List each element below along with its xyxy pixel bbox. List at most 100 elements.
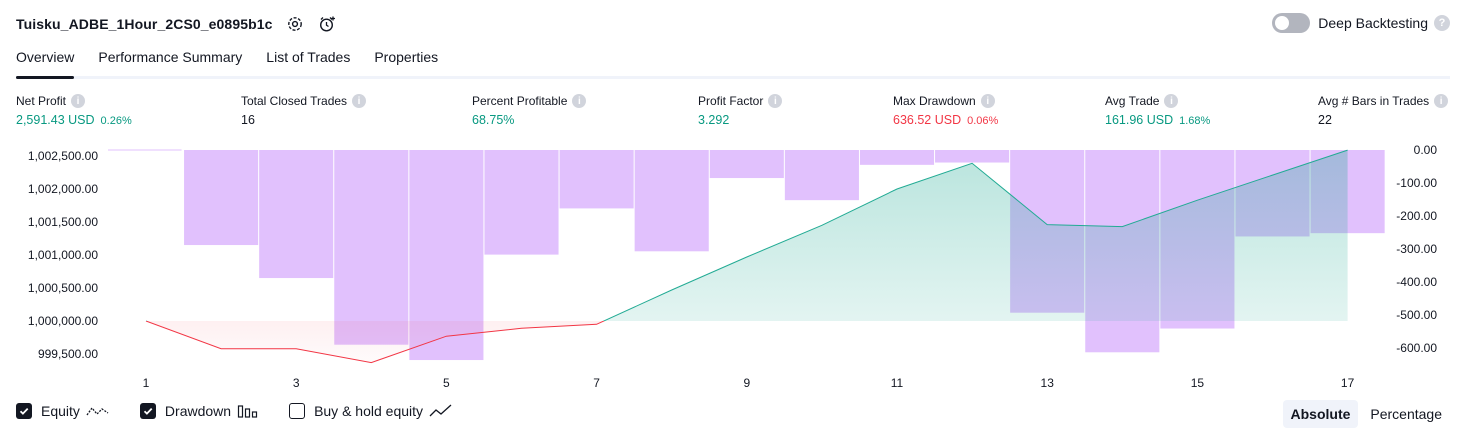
- drawdown-bar: [559, 150, 634, 209]
- tab-performance-summary[interactable]: Performance Summary: [98, 49, 243, 65]
- equity-drawdown-chart[interactable]: 1,002,500.00 1,002,000.00 1,001,500.00 1,00…: [0, 140, 1466, 396]
- display-mode-switch: Absolute Percentage: [1279, 400, 1451, 428]
- x-axis: 1 3 5 7 9 11 13 15 17: [143, 376, 1355, 390]
- equity-checkbox[interactable]: [16, 403, 32, 419]
- metric-avg-trade: Avg Trade i 161.96 USD 1.68%: [1105, 94, 1210, 127]
- metric-label: Total Closed Trades: [241, 94, 348, 108]
- info-icon[interactable]: i: [768, 94, 783, 108]
- tab-properties[interactable]: Properties: [374, 49, 439, 65]
- metric-label: Percent Profitable: [472, 94, 568, 108]
- info-icon[interactable]: i: [1164, 94, 1179, 108]
- chart-legend: Equity Drawdown Buy & hold equity: [16, 403, 483, 419]
- drawdown-bar: [259, 150, 334, 279]
- metric-value: 636.52 USD: [893, 113, 962, 127]
- drawdown-bars: [108, 149, 1385, 361]
- settings-gear-icon[interactable]: [285, 14, 305, 34]
- x-axis-tick-label: 7: [593, 376, 600, 390]
- toggle-knob: [1275, 16, 1290, 30]
- equity-series: [145, 149, 1348, 364]
- metric-value: 3.292: [698, 113, 730, 127]
- legend-buy-hold: Buy & hold equity: [289, 403, 453, 419]
- x-axis-tick-label: 15: [1191, 376, 1205, 390]
- equity-line-negative: [145, 321, 606, 364]
- right-axis: 0.00 -100.00 -200.00 -300.00 -400.00 -500.00 -…: [1396, 143, 1437, 355]
- drawdown-bar: [784, 150, 859, 201]
- metrics-row: Net Profit i 2,591.43 USD 0.26% Total Clos…: [0, 94, 1466, 130]
- strategy-name: Tuisku_ADBE_1Hour_2CS0_e0895b1c: [16, 16, 273, 32]
- buy-hold-label: Buy & hold equity: [314, 403, 424, 419]
- x-axis-tick-label: 11: [891, 376, 904, 390]
- metric-value: 2,591.43 USD: [16, 113, 95, 127]
- drawdown-bar: [859, 150, 935, 165]
- help-question-icon[interactable]: ?: [1434, 15, 1450, 31]
- right-axis-tick-label: -100.00: [1396, 176, 1437, 190]
- equity-line-positive: [146, 149, 1348, 321]
- metric-profit-factor: Profit Factor i 3.292: [698, 94, 783, 127]
- metric-max-drawdown: Max Drawdown i 636.52 USD 0.06%: [893, 94, 998, 127]
- metric-label: Profit Factor: [698, 94, 764, 108]
- left-axis-tick-label: 1,000,500.00: [28, 281, 98, 295]
- x-axis-tick-label: 17: [1341, 376, 1355, 390]
- drawdown-bar: [709, 150, 784, 179]
- metric-value: 68.75%: [472, 113, 515, 127]
- metric-value: 22: [1318, 113, 1332, 127]
- drawdown-bar: [484, 150, 559, 255]
- legend-equity: Equity: [16, 403, 110, 419]
- metric-net-profit: Net Profit i 2,591.43 USD 0.26%: [16, 94, 132, 127]
- metric-label: Max Drawdown: [893, 94, 976, 108]
- info-icon[interactable]: i: [980, 94, 995, 108]
- metric-label: Net Profit: [16, 94, 67, 108]
- right-axis-tick-label: 0.00: [1414, 143, 1438, 157]
- metric-percent-profitable: Percent Profitable i 68.75%: [472, 94, 587, 127]
- left-axis-tick-label: 1,000,000.00: [28, 314, 98, 328]
- metric-label: Avg Trade: [1105, 94, 1160, 108]
- left-axis-tick-label: 1,002,500.00: [28, 149, 98, 163]
- tab-overview[interactable]: Overview: [16, 46, 75, 79]
- left-axis-tick-label: 1,001,500.00: [28, 215, 98, 229]
- percentage-button[interactable]: Percentage: [1370, 406, 1442, 422]
- buy-hold-checkbox[interactable]: [289, 403, 306, 419]
- x-axis-tick-label: 5: [443, 376, 450, 390]
- metric-label: Avg # Bars in Trades: [1318, 94, 1430, 108]
- add-alert-clock-icon[interactable]: [317, 14, 337, 34]
- x-axis-tick-label: 1: [143, 376, 150, 390]
- right-axis-tick-label: -300.00: [1396, 242, 1437, 256]
- tab-list-of-trades[interactable]: List of Trades: [266, 49, 351, 65]
- deep-backtesting-control: Deep Backtesting ?: [1272, 13, 1450, 33]
- right-axis-tick-label: -200.00: [1396, 209, 1437, 223]
- drawdown-label: Drawdown: [164, 403, 232, 419]
- equity-area-negative: [146, 321, 1348, 363]
- left-axis-tick-label: 1,001,000.00: [28, 248, 98, 262]
- info-icon[interactable]: i: [352, 94, 367, 108]
- metric-total-closed-trades: Total Closed Trades i 16: [241, 94, 367, 127]
- metric-value: 16: [241, 113, 255, 127]
- equity-label: Equity: [41, 403, 80, 419]
- x-axis-tick-label: 3: [293, 376, 300, 390]
- drawdown-bar: [634, 150, 709, 252]
- tab-bar: Overview Performance Summary List of Tra…: [16, 46, 1450, 79]
- drawdown-bars-icon: [237, 403, 259, 419]
- info-icon[interactable]: i: [1434, 94, 1449, 108]
- metric-avg-bars-in-trades: Avg # Bars in Trades i 22: [1318, 94, 1449, 127]
- info-icon[interactable]: i: [572, 94, 587, 108]
- drawdown-bar: [935, 150, 1010, 163]
- deep-backtesting-toggle[interactable]: [1272, 13, 1311, 33]
- absolute-button[interactable]: Absolute: [1282, 400, 1359, 428]
- equity-line-icon: [86, 403, 110, 419]
- info-icon[interactable]: i: [71, 94, 86, 108]
- equity-area-positive: [146, 150, 1348, 321]
- strategy-header: Tuisku_ADBE_1Hour_2CS0_e0895b1c: [16, 12, 337, 36]
- legend-drawdown: Drawdown: [139, 403, 259, 419]
- right-axis-tick-label: -600.00: [1396, 341, 1437, 355]
- drawdown-bar: [184, 150, 259, 246]
- metric-value: 161.96 USD: [1105, 113, 1174, 127]
- metric-percent: 1.68%: [1179, 115, 1211, 127]
- left-axis-tick-label: 1,002,000.00: [28, 182, 98, 196]
- deep-backtesting-label: Deep Backtesting: [1318, 15, 1428, 31]
- left-axis: 1,002,500.00 1,002,000.00 1,001,500.00 1,00…: [28, 149, 98, 361]
- left-axis-tick-label: 999,500.00: [38, 347, 98, 361]
- drawdown-bar: [334, 150, 409, 345]
- buy-hold-line-icon: [429, 403, 453, 419]
- metric-percent: 0.26%: [100, 115, 132, 127]
- drawdown-checkbox[interactable]: [139, 403, 156, 419]
